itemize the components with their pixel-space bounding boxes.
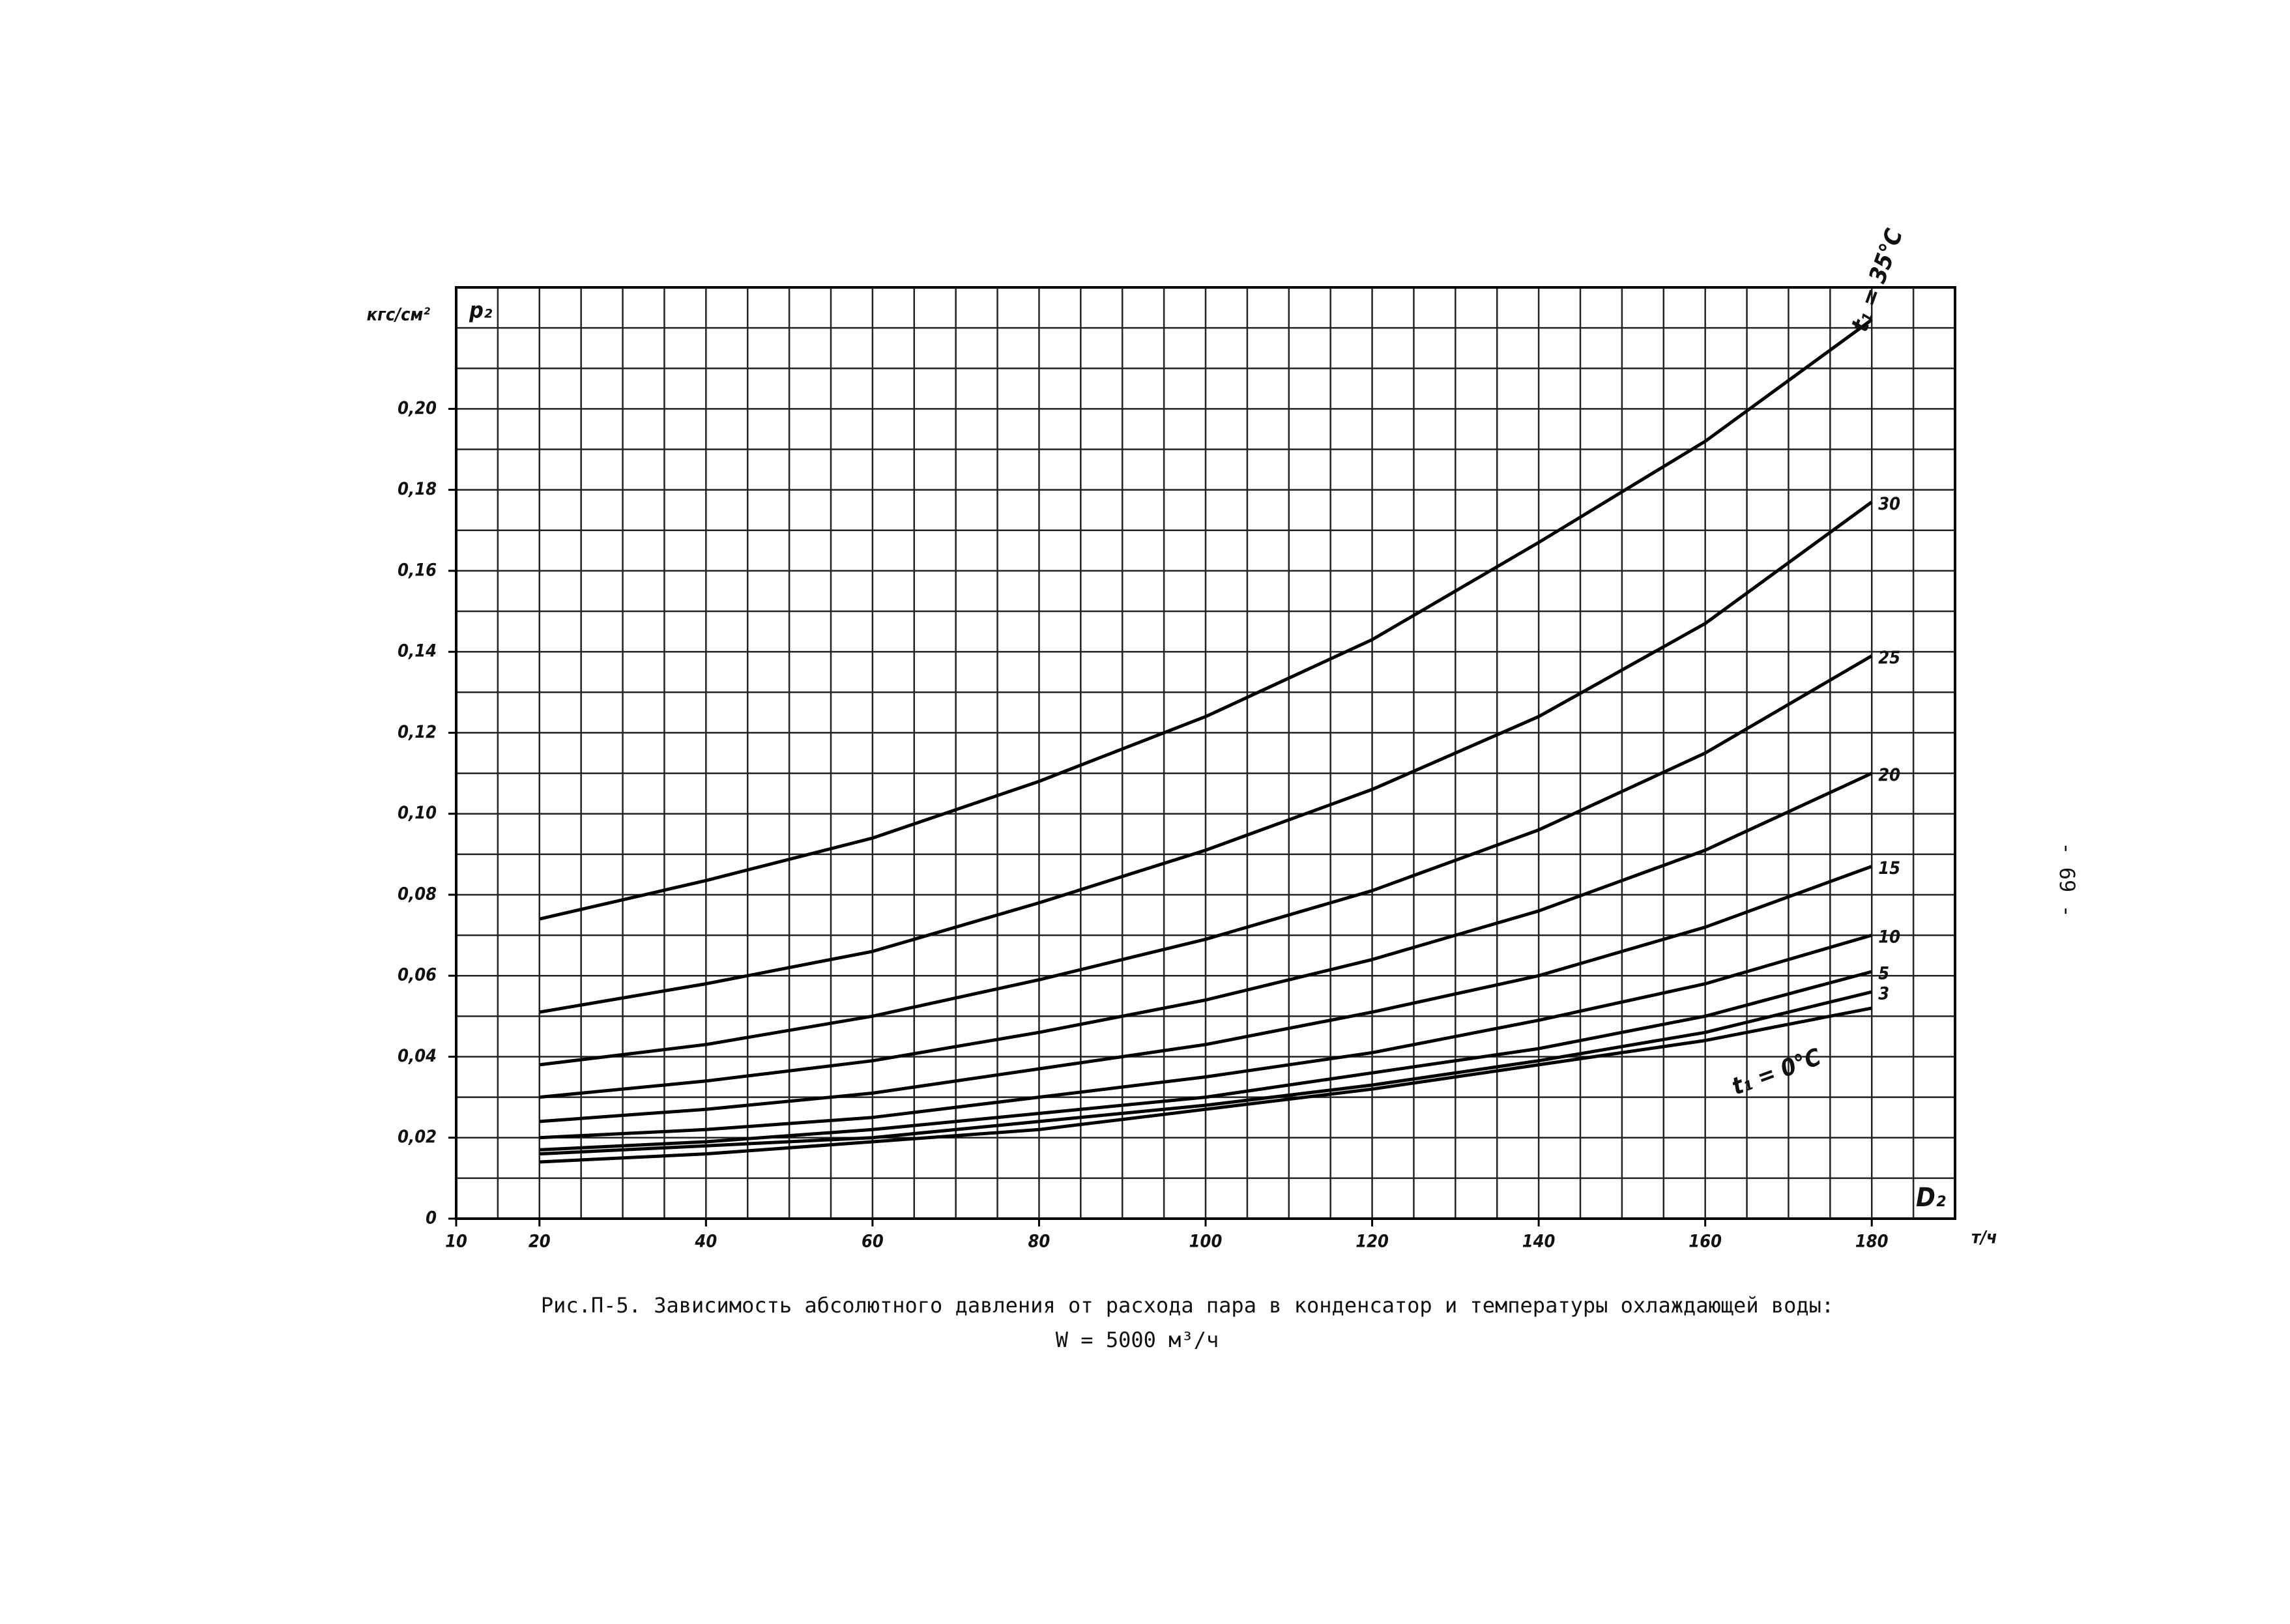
series-label: 10 [1878, 927, 1900, 948]
y-tick-label: 0,02 [398, 1127, 437, 1147]
series-label: 5 [1878, 964, 1889, 984]
curve [539, 318, 1873, 921]
y-tick-label: 0,12 [398, 722, 437, 742]
y-tick-label: 0,16 [398, 560, 437, 580]
x-tick-label: 80 [1028, 1232, 1051, 1252]
curve [539, 990, 1872, 1156]
curve [539, 1006, 1872, 1164]
chart-title: Рис.П-5. Зависимость абсолютного давлени… [541, 1293, 1834, 1318]
series-label: t₁ = 35°C [1846, 225, 1908, 336]
x-tick-label: 140 [1522, 1232, 1556, 1252]
curve [539, 970, 1872, 1152]
series-label: t₁ = 0°C [1728, 1044, 1825, 1101]
y-tick-label: 0 [426, 1208, 437, 1228]
y-tick-label: 0,10 [398, 803, 437, 823]
series-label: 3 [1878, 984, 1889, 1004]
x-tick-label: 40 [694, 1232, 717, 1252]
y-tick-label: 0,20 [398, 398, 437, 418]
x-tick-label: 20 [529, 1232, 551, 1252]
x-unit: т/ч [1971, 1228, 1997, 1248]
y-tick-label: 0,18 [398, 479, 437, 499]
page-number: - 69 - [2055, 842, 2080, 918]
y-tick-label: 0,08 [398, 884, 437, 904]
curve [539, 654, 1873, 1067]
y-unit: кгс/см² [367, 305, 431, 325]
x-tick-label: 100 [1189, 1232, 1223, 1252]
x-tick-label: 120 [1355, 1232, 1389, 1252]
y-tick-label: 0,04 [398, 1046, 437, 1066]
y-axis-label: p₂ [469, 298, 493, 324]
series-label: 25 [1878, 648, 1900, 668]
curve [539, 933, 1872, 1140]
series-label: 20 [1878, 765, 1900, 785]
curve [539, 500, 1873, 1014]
curve [539, 772, 1873, 1099]
x-axis-label: D₂ [1916, 1183, 1946, 1213]
x-tick-label: 160 [1689, 1232, 1722, 1252]
chart-subtitle: W = 5000 м³/ч [1056, 1327, 1219, 1352]
series-label: 15 [1878, 858, 1900, 878]
curve [539, 865, 1873, 1124]
y-tick-label: 0,06 [398, 965, 437, 985]
x-tick-label: 60 [862, 1232, 884, 1252]
x-tick-label: 10 [445, 1232, 467, 1252]
series-label: 30 [1878, 494, 1900, 514]
y-tick-label: 0,14 [398, 641, 437, 661]
x-tick-label: 180 [1855, 1232, 1889, 1252]
